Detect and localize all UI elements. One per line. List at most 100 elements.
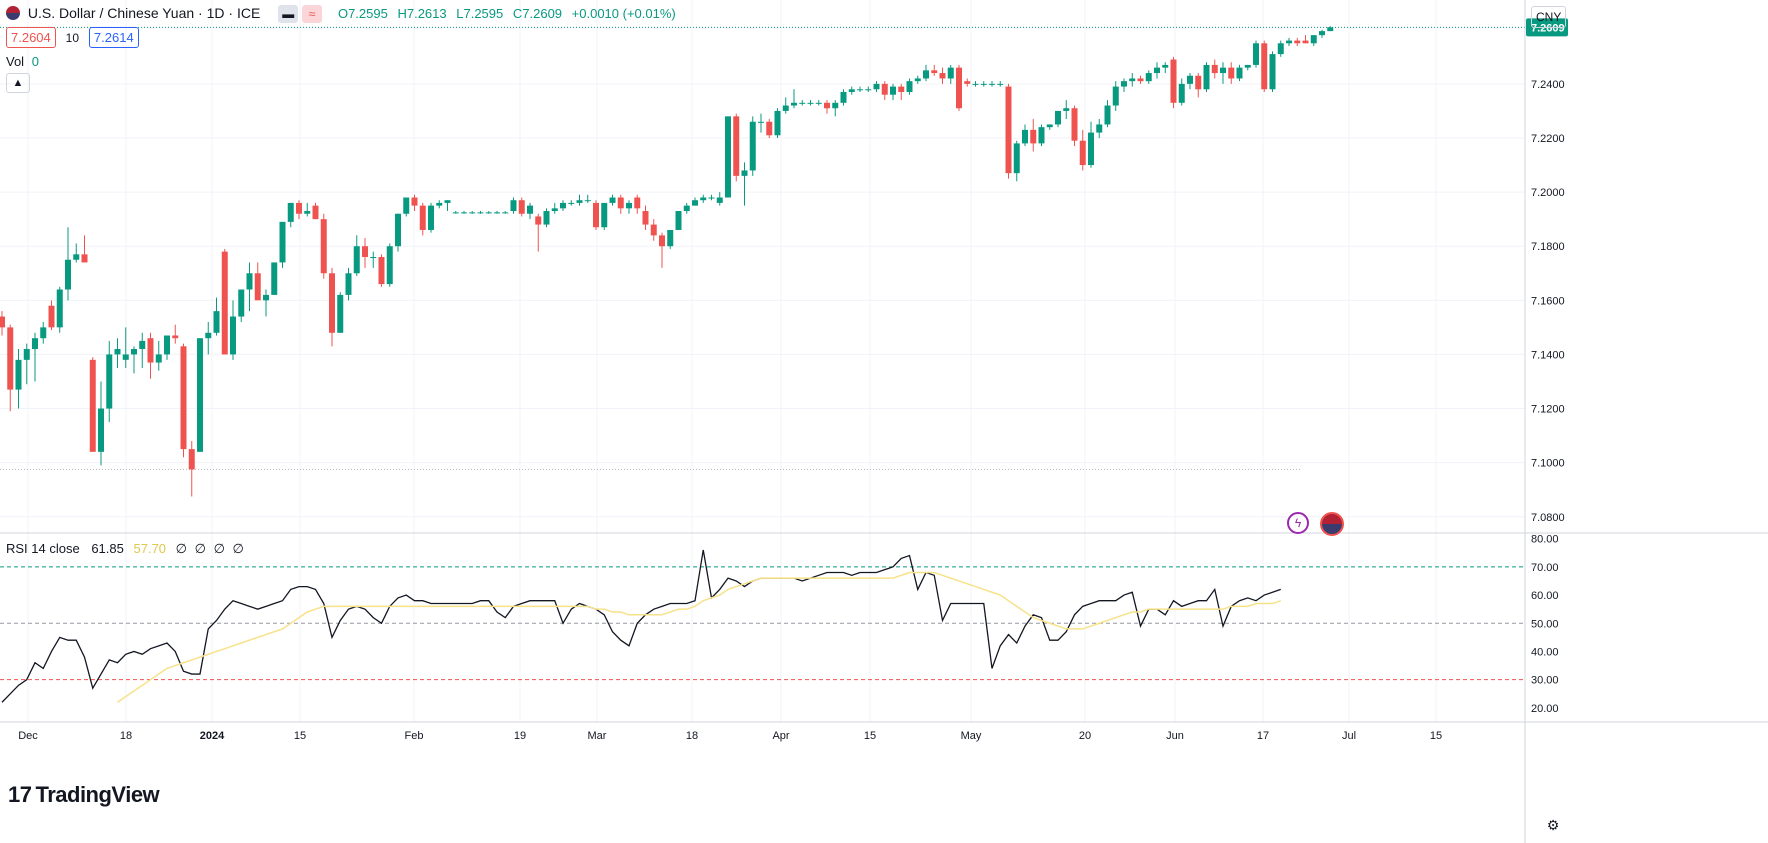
rsi-pane	[1, 549, 1281, 703]
eye-toggle-icon[interactable]: ▬	[278, 5, 299, 24]
price-tick-label: 7.1800	[1531, 241, 1565, 253]
candle-body	[914, 78, 921, 82]
tradingview-logo: 17 TradingView	[8, 782, 160, 808]
vol-value: 0	[31, 54, 39, 69]
candle-body	[386, 246, 393, 285]
candle-body	[527, 205, 533, 214]
candle-body	[353, 246, 360, 274]
candle-body	[114, 349, 121, 355]
candle-body	[1013, 143, 1020, 174]
candle-body	[782, 105, 789, 111]
candle-body	[172, 335, 179, 339]
settings-gear-icon[interactable]: ⚙	[1546, 817, 1560, 833]
candle-body	[857, 89, 863, 91]
sell-price-button[interactable]: 7.2604	[6, 27, 56, 48]
candle-body	[807, 102, 814, 104]
candle-body	[40, 327, 47, 339]
candle-body	[7, 327, 14, 390]
grid	[0, 0, 1525, 722]
candle-body	[815, 102, 822, 104]
candle-body	[122, 354, 129, 360]
candle-body	[906, 81, 913, 92]
time-tick-label: 18	[686, 730, 698, 742]
buy-price-button[interactable]: 7.2614	[88, 27, 139, 48]
price-axis: 7.0800 7.1000 7.1200 7.1400 7.1600 7.1800 7.20…	[1526, 18, 1568, 524]
candle-body	[452, 212, 459, 214]
price-tick-label: 7.1600	[1531, 295, 1565, 307]
last-price-label: 7.2609	[1531, 22, 1565, 34]
time-tick-label: 20	[1079, 730, 1091, 742]
candle-body	[716, 197, 723, 203]
candle-body	[1310, 35, 1317, 44]
candle-body	[213, 311, 220, 333]
candle-body	[758, 121, 764, 123]
candle-body	[1038, 127, 1045, 144]
candle-body	[1244, 64, 1251, 68]
candle-body	[1137, 78, 1144, 82]
candle-body	[1253, 43, 1259, 65]
open-value: O7.2595	[337, 6, 388, 21]
symbol-title[interactable]: U.S. Dollar / Chinese Yuan · 1D · ICE	[27, 5, 261, 21]
candle-body	[1046, 124, 1053, 128]
candle-body	[48, 305, 55, 328]
candle-body	[485, 212, 492, 214]
candle-body	[411, 197, 418, 206]
candle-body	[997, 83, 1004, 85]
candle-body	[642, 211, 649, 225]
currency-selector[interactable]: CNY	[1531, 6, 1567, 28]
candle-body	[650, 224, 657, 236]
candle-body	[304, 211, 311, 214]
candle-body	[1178, 83, 1185, 103]
time-tick-label: 19	[514, 730, 526, 742]
us-economic-event-icon[interactable]	[1320, 512, 1344, 536]
candle-body	[312, 205, 319, 220]
candle-body	[1121, 81, 1127, 87]
candle-body	[89, 359, 96, 452]
candle-body	[708, 197, 715, 199]
candle-body	[221, 251, 228, 355]
candle-body	[576, 200, 583, 203]
candle-body	[296, 202, 302, 214]
candle-body	[956, 67, 962, 109]
candle-body	[518, 200, 525, 214]
candle-body	[1096, 124, 1103, 133]
candle-body	[65, 259, 71, 290]
candle-body	[1211, 64, 1218, 74]
candle-body	[617, 197, 624, 209]
price-tick-label: 7.2400	[1531, 79, 1565, 91]
alert-toggle-icon[interactable]: ≈	[302, 5, 323, 24]
candle-body	[692, 200, 698, 206]
time-tick-label: Apr	[772, 730, 789, 742]
candle-body	[1071, 108, 1078, 141]
candle-body	[931, 70, 938, 74]
rsi-ma-value: 57.70	[133, 541, 167, 556]
candle-body	[461, 212, 467, 214]
candle-body	[1104, 105, 1111, 125]
candle-body	[1319, 31, 1325, 36]
candle-body	[832, 102, 839, 109]
candle-body	[1170, 59, 1177, 103]
candle-body	[1063, 108, 1070, 111]
legend-header: U.S. Dollar / Chinese Yuan · 1D · ICE ▬ …	[6, 5, 676, 24]
candle-body	[320, 219, 327, 274]
rsi-tick-label: 50.00	[1531, 618, 1559, 630]
candle-body	[469, 212, 476, 214]
candle-body	[799, 102, 806, 104]
candle-body	[1145, 73, 1152, 82]
candle-body	[543, 211, 550, 225]
lightning-event-icon[interactable]: ϟ	[1287, 512, 1309, 534]
collapse-chevron-icon[interactable]: ▲	[6, 73, 30, 93]
candle-body	[947, 67, 954, 79]
time-tick-label: 2024	[200, 730, 225, 742]
candle-body	[964, 81, 971, 84]
candle-body	[287, 202, 294, 222]
candle-body	[205, 332, 212, 339]
rsi-tick-label: 40.00	[1531, 646, 1559, 658]
candle-body	[1195, 75, 1202, 90]
brand-name: TradingView	[35, 782, 160, 807]
candle-body	[436, 202, 443, 206]
candle-body	[1022, 129, 1028, 144]
candle-body	[848, 89, 855, 92]
candle-body	[230, 316, 236, 355]
